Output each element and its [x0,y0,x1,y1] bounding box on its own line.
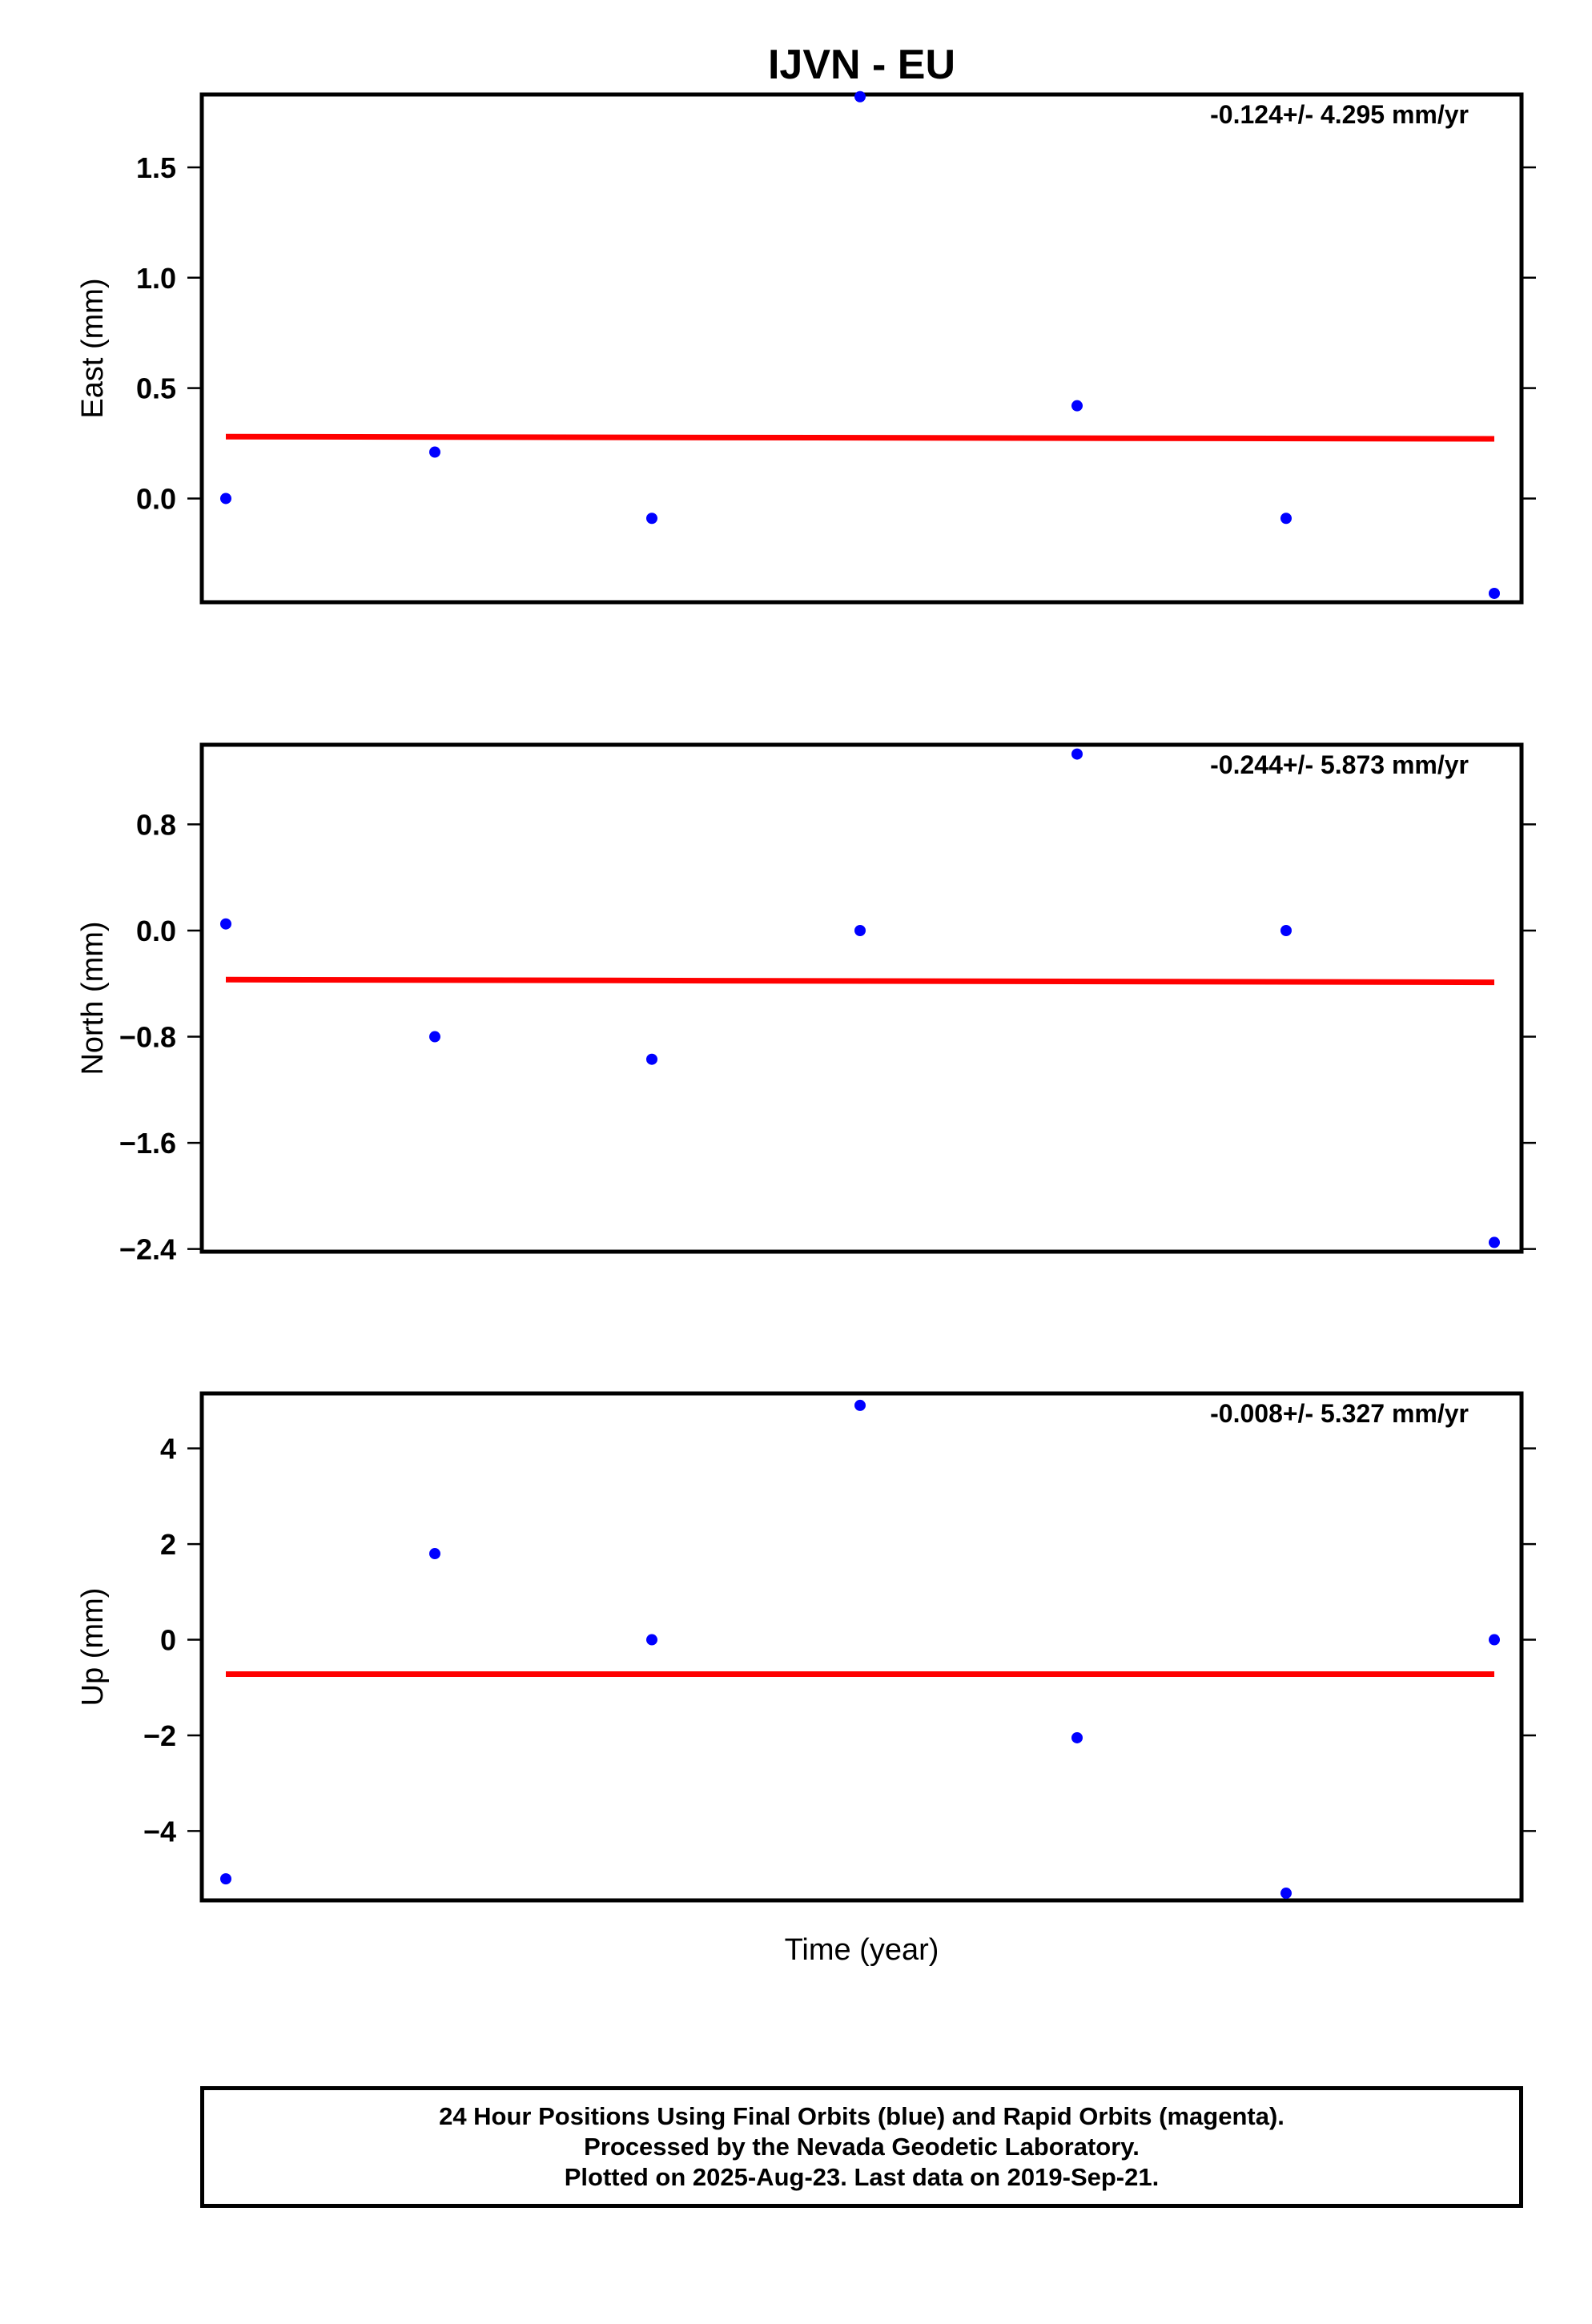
east-velocity-label: -0.124+/- 4.295 mm/yr [1210,100,1469,129]
x-axis-label: Time (year) [785,1933,939,1967]
up-ytick-label: 0 [160,1624,176,1657]
up-ytick-label: −2 [143,1719,176,1752]
up-data-point [1280,1888,1292,1900]
north-ytick-label: 0.0 [136,915,176,947]
east-data-point [646,513,657,525]
footer-line-3: Plotted on 2025-Aug-23. Last data on 201… [564,2163,1160,2191]
chart-title: IJVN - EU [768,42,955,88]
up-y-axis-label: Up (mm) [76,1588,110,1707]
up-ytick-label: −4 [143,1815,176,1848]
east-ytick-label: 1.5 [136,151,176,184]
footer-line-2: Processed by the Nevada Geodetic Laborat… [584,2133,1140,2161]
north-data-point [854,924,866,936]
up-data-point [1489,1634,1500,1646]
east-data-point [429,446,440,458]
north-data-point [429,1031,440,1043]
north-panel-frame [199,742,1524,1254]
east-data-point [854,90,866,103]
footer-line-1: 24 Hour Positions Using Final Orbits (bl… [439,2102,1284,2130]
up-data-point [220,1873,231,1885]
east-data-point [1071,400,1083,412]
north-data-point [220,918,231,930]
panels-group: 1.5 1.0 0.5 0.0 East (mm) -0.124+/- 4.295 mm/… [76,90,1536,1903]
up-panel-frame [199,1391,1524,1903]
north-velocity-label: -0.244+/- 5.873 mm/yr [1210,750,1469,779]
east-y-axis-label: East (mm) [76,278,110,418]
up-velocity-label: -0.008+/- 5.327 mm/yr [1210,1399,1469,1428]
up-panel: 4 2 0 −2 −4 Up (mm) -0.008+/- 5.327 mm/yr [76,1391,1536,1903]
north-data-point [1071,748,1083,760]
up-data-point [429,1548,440,1560]
north-panel: 0.8 0.0 −0.8 −1.6 −2.4 North (mm) -0.244+/- 5.… [76,742,1536,1266]
east-panel: 1.5 1.0 0.5 0.0 East (mm) -0.124+/- 4.295 mm/… [76,90,1536,605]
east-data-point [1489,587,1500,599]
east-data-point [1280,513,1292,525]
east-ytick-label: 0.5 [136,372,176,405]
north-trend-line [225,976,1495,986]
north-ytick-label: −0.8 [119,1021,176,1054]
east-trend-line [225,433,1495,442]
north-ytick-label: −2.4 [119,1233,176,1266]
east-ytick-label: 1.0 [136,262,176,295]
east-panel-frame [199,92,1524,605]
up-ytick-label: 4 [160,1433,176,1466]
up-data-point [1071,1731,1083,1743]
east-ytick-label: 0.0 [136,482,176,515]
north-data-point [646,1053,657,1065]
footer-caption-box: 24 Hour Positions Using Final Orbits (bl… [200,2086,1523,2208]
north-ytick-label: 0.8 [136,808,176,841]
up-data-point [854,1399,866,1411]
north-y-axis-label: North (mm) [76,921,110,1075]
north-data-point [1280,924,1292,936]
north-data-point [1489,1236,1500,1248]
up-ytick-label: 2 [160,1528,176,1561]
east-data-point [220,493,231,505]
up-data-point [646,1634,657,1646]
north-ytick-label: −1.6 [119,1127,176,1160]
